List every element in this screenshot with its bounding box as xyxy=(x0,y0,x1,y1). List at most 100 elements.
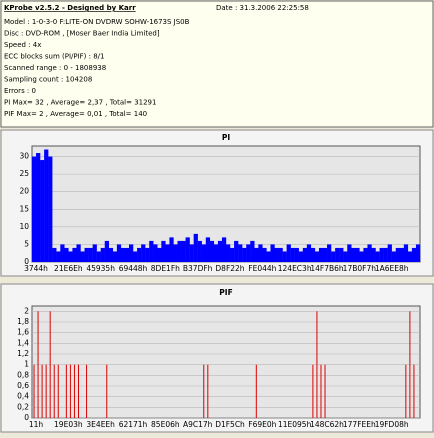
x-tick-label: 8DE1Fh xyxy=(151,264,180,273)
bar xyxy=(371,247,376,262)
x-tick-label: 3744h xyxy=(24,264,48,273)
bar xyxy=(33,364,35,418)
bar xyxy=(57,364,59,418)
x-tick-label: A9C17h xyxy=(183,420,213,429)
bar xyxy=(173,244,178,262)
bar xyxy=(80,251,85,262)
bar xyxy=(230,247,235,262)
header-line: Sampling count : 104208 xyxy=(4,76,92,84)
bar xyxy=(88,247,93,262)
bar xyxy=(65,364,67,418)
bar xyxy=(112,251,118,262)
bar xyxy=(290,247,295,262)
header-line: Model : 1-0-3-0 F:LITE-ON DVDRW SOHW-167… xyxy=(4,18,190,26)
x-tick-label: 177FEEh xyxy=(343,420,376,429)
bar xyxy=(367,244,372,262)
bar xyxy=(359,251,364,262)
y-tick-label: 0 xyxy=(24,257,29,266)
bar xyxy=(242,247,247,262)
bar xyxy=(153,244,158,262)
bar xyxy=(197,240,202,262)
y-tick-label: 0,2 xyxy=(17,402,29,411)
bar xyxy=(157,247,162,262)
bar xyxy=(399,247,405,262)
bar xyxy=(323,247,328,262)
x-tick-label: 1A6EE8h xyxy=(375,264,409,273)
bar xyxy=(181,240,186,262)
bar xyxy=(189,244,194,262)
bar xyxy=(255,364,257,418)
header-box xyxy=(0,0,434,128)
bar xyxy=(306,244,312,262)
header-line: Errors : 0 xyxy=(4,87,36,95)
bar xyxy=(205,237,211,262)
y-tick-label: 1,6 xyxy=(17,328,29,337)
date: Date : 31.3.2006 22:25:58 xyxy=(216,4,309,12)
header-line: PI Max= 32 , Average= 2,37 , Total= 3129… xyxy=(4,99,156,107)
bar xyxy=(221,237,227,262)
bar xyxy=(343,251,348,262)
bar xyxy=(56,251,61,262)
bar xyxy=(254,247,259,262)
bar xyxy=(286,244,291,262)
bar xyxy=(405,364,407,418)
bar xyxy=(278,247,283,262)
bar xyxy=(104,240,109,262)
plot-area xyxy=(31,305,421,419)
bar xyxy=(149,240,154,262)
bar xyxy=(302,247,308,262)
y-tick-label: 5 xyxy=(24,239,29,248)
bar xyxy=(207,364,209,418)
bar xyxy=(124,247,130,262)
bar xyxy=(312,364,314,418)
x-tick-label: 62171h xyxy=(119,420,148,429)
y-tick-label: 1 xyxy=(24,360,29,369)
y-tick-label: 0,6 xyxy=(17,381,29,390)
header-line: PIF Max= 2 , Average= 0,01 , Total= 140 xyxy=(4,110,147,118)
bar xyxy=(409,311,411,418)
bar xyxy=(137,247,142,262)
y-tick-label: 30 xyxy=(19,152,29,161)
bar xyxy=(339,247,344,262)
bar xyxy=(298,251,303,262)
bar xyxy=(413,364,415,418)
x-tick-label: B37DFh xyxy=(183,264,213,273)
bar xyxy=(169,237,174,262)
bar xyxy=(375,251,380,262)
bar xyxy=(165,244,170,262)
x-tick-label: 11h xyxy=(29,420,44,429)
bar xyxy=(193,233,198,262)
bar xyxy=(64,247,69,262)
bar xyxy=(250,240,255,262)
bar xyxy=(86,364,88,418)
bar xyxy=(106,364,108,418)
bar xyxy=(60,244,65,262)
bar xyxy=(310,247,316,262)
x-tick-label: D8F22h xyxy=(215,264,244,273)
x-tick-label: 21E6Eh xyxy=(54,264,83,273)
x-tick-label: 45935h xyxy=(86,264,115,273)
bar xyxy=(48,156,53,262)
bar xyxy=(262,247,267,262)
bar xyxy=(203,364,205,418)
bar xyxy=(234,240,239,262)
bar xyxy=(355,247,360,262)
bar xyxy=(266,251,271,262)
bar xyxy=(129,244,134,262)
bar xyxy=(403,244,409,262)
bar xyxy=(116,244,122,262)
bar xyxy=(32,156,37,262)
y-tick-label: 1,2 xyxy=(17,349,29,358)
y-tick-label: 0,4 xyxy=(17,392,29,401)
x-tick-label: 19E03h xyxy=(54,420,83,429)
bar xyxy=(44,149,49,262)
bar xyxy=(407,251,413,262)
bar xyxy=(76,244,81,262)
bar xyxy=(246,244,251,262)
bar xyxy=(320,364,322,418)
bar xyxy=(68,251,73,262)
y-tick-label: 0,8 xyxy=(17,370,29,379)
bar xyxy=(69,364,71,418)
header-line: Speed : 4x xyxy=(4,41,41,49)
